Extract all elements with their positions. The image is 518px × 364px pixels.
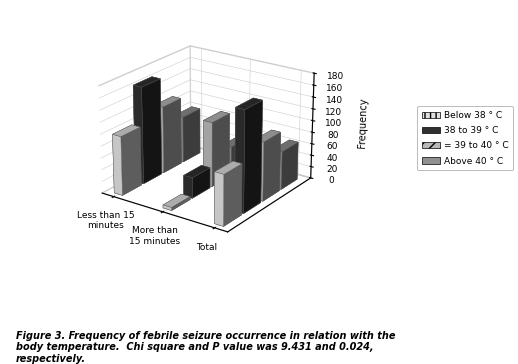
Legend: Below 38 ° C, 38 to 39 ° C, = 39 to 40 ° C, Above 40 ° C: Below 38 ° C, 38 to 39 ° C, = 39 to 40 °… <box>418 106 513 170</box>
Text: Figure 3. Frequency of febrile seizure occurrence in relation with the
body temp: Figure 3. Frequency of febrile seizure o… <box>16 331 395 364</box>
